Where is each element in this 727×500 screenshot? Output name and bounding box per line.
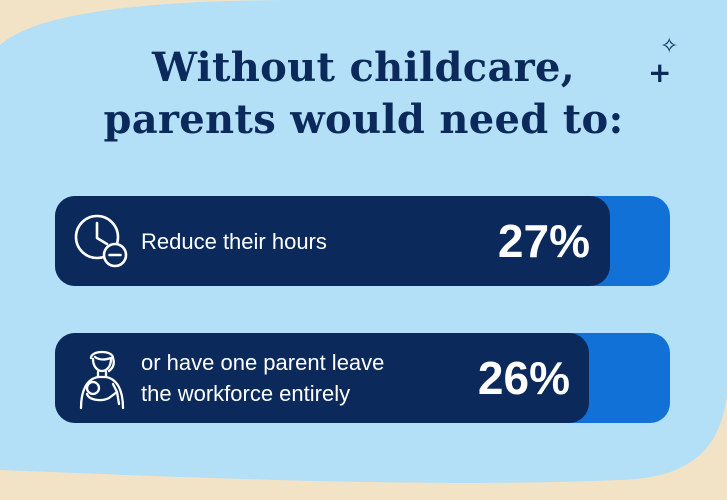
stat-row-parent-leaves-workforce: or have one parent leave the workforce e…: [55, 333, 670, 423]
plus-sparkle-icon: +: [648, 56, 672, 89]
stat-percent: 26%: [477, 352, 570, 404]
sparkle-icon: ✧: [660, 34, 679, 59]
stat-row-reduce-hours: Reduce their hours 27%: [55, 196, 670, 286]
parent-holding-baby-icon: [79, 350, 125, 410]
clock-minus-icon: [74, 214, 128, 268]
title-line-1: Without childcare,: [151, 44, 576, 91]
stat-bar-fill: [55, 333, 589, 423]
stat-label: Reduce their hours: [141, 229, 327, 254]
title-line-2: parents would need to:: [103, 96, 624, 143]
stat-percent: 27%: [497, 215, 590, 267]
stat-label: or have one parent leave the workforce e…: [141, 350, 385, 406]
stat-bar-fill: [55, 196, 610, 286]
page-title: Without childcare, parents would need to…: [0, 42, 727, 146]
